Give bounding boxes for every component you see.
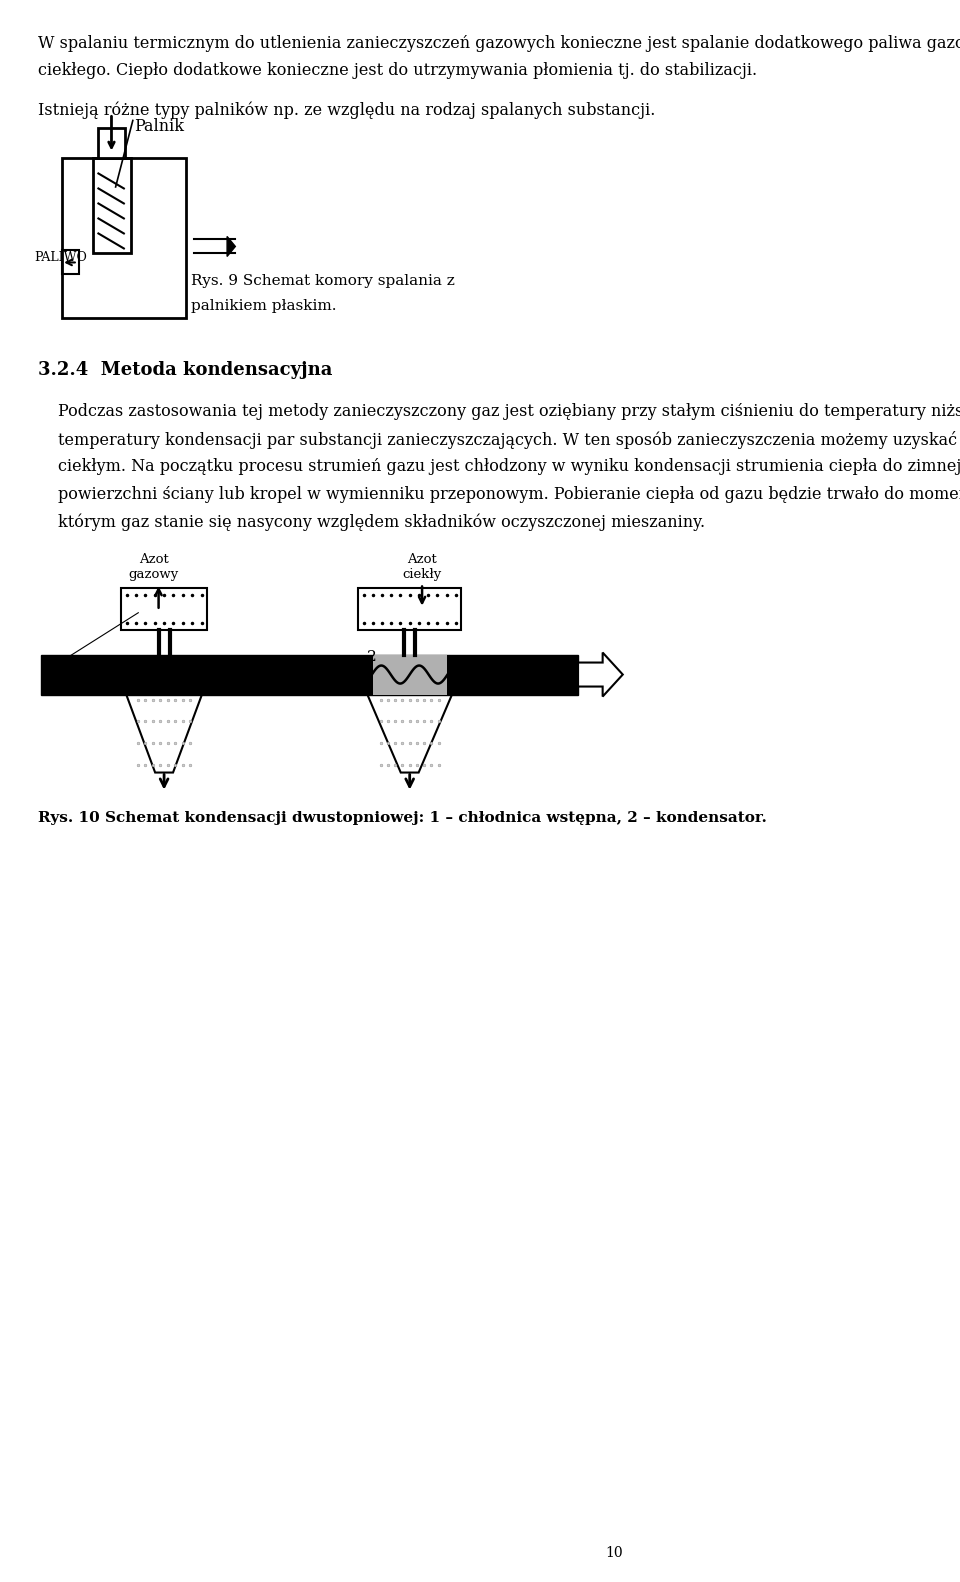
Text: Istnieją różne typy palników np. ze względu na rodzaj spalanych substancji.: Istnieją różne typy palników np. ze wzgl… — [37, 101, 656, 119]
Text: W spalaniu termicznym do utlenienia zanieczyszczeń gazowych konieczne jest spala: W spalaniu termicznym do utlenienia zani… — [37, 35, 960, 52]
Text: 3.2.4  Metoda kondensacyjna: 3.2.4 Metoda kondensacyjna — [37, 361, 332, 380]
Text: 2: 2 — [367, 650, 376, 663]
Bar — [62, 158, 186, 318]
Bar — [93, 158, 131, 253]
Text: ciekłego. Ciepło dodatkowe konieczne jest do utrzymywania płomienia tj. do stabi: ciekłego. Ciepło dodatkowe konieczne jes… — [37, 62, 757, 79]
Text: Palnik: Palnik — [134, 119, 184, 136]
Text: którym gaz stanie się nasycony względem składników oczyszczonej mieszaniny.: którym gaz stanie się nasycony względem … — [59, 513, 706, 530]
Polygon shape — [228, 236, 235, 256]
Bar — [99, 128, 125, 158]
Text: powierzchni ściany lub kropel w wymienniku przeponowym. Pobieranie ciepła od gaz: powierzchni ściany lub kropel w wymienni… — [59, 486, 960, 503]
Text: temperatury kondensacji par substancji zanieczyszczających. W ten sposób zaniecz: temperatury kondensacji par substancji z… — [59, 430, 960, 449]
Text: PALIWO: PALIWO — [35, 252, 87, 264]
Bar — [41, 655, 578, 694]
Bar — [372, 655, 446, 694]
Bar — [121, 587, 207, 630]
Text: Azot
gazowy: Azot gazowy — [129, 552, 179, 581]
Polygon shape — [578, 652, 623, 696]
Text: 10: 10 — [605, 1546, 623, 1560]
Bar — [358, 587, 462, 630]
Text: Podczas zastosowania tej metody zanieczyszczony gaz jest oziębiany przy stałym c: Podczas zastosowania tej metody zanieczy… — [59, 403, 960, 421]
Text: ciekłym. Na początku procesu strumień gazu jest chłodzony w wyniku kondensacji s: ciekłym. Na początku procesu strumień ga… — [59, 459, 960, 475]
Text: Azot
ciekły: Azot ciekły — [402, 552, 442, 581]
Text: Rys. 9 Schemat komory spalania z: Rys. 9 Schemat komory spalania z — [191, 274, 454, 288]
Text: Rys. 10 Schemat kondensacji dwustopniowej: 1 – chłodnica wstępna, 2 – kondensato: Rys. 10 Schemat kondensacji dwustopniowe… — [37, 810, 767, 824]
Text: palnikiem płaskim.: palnikiem płaskim. — [191, 299, 336, 313]
Bar — [62, 250, 79, 274]
Text: 1: 1 — [45, 658, 55, 671]
